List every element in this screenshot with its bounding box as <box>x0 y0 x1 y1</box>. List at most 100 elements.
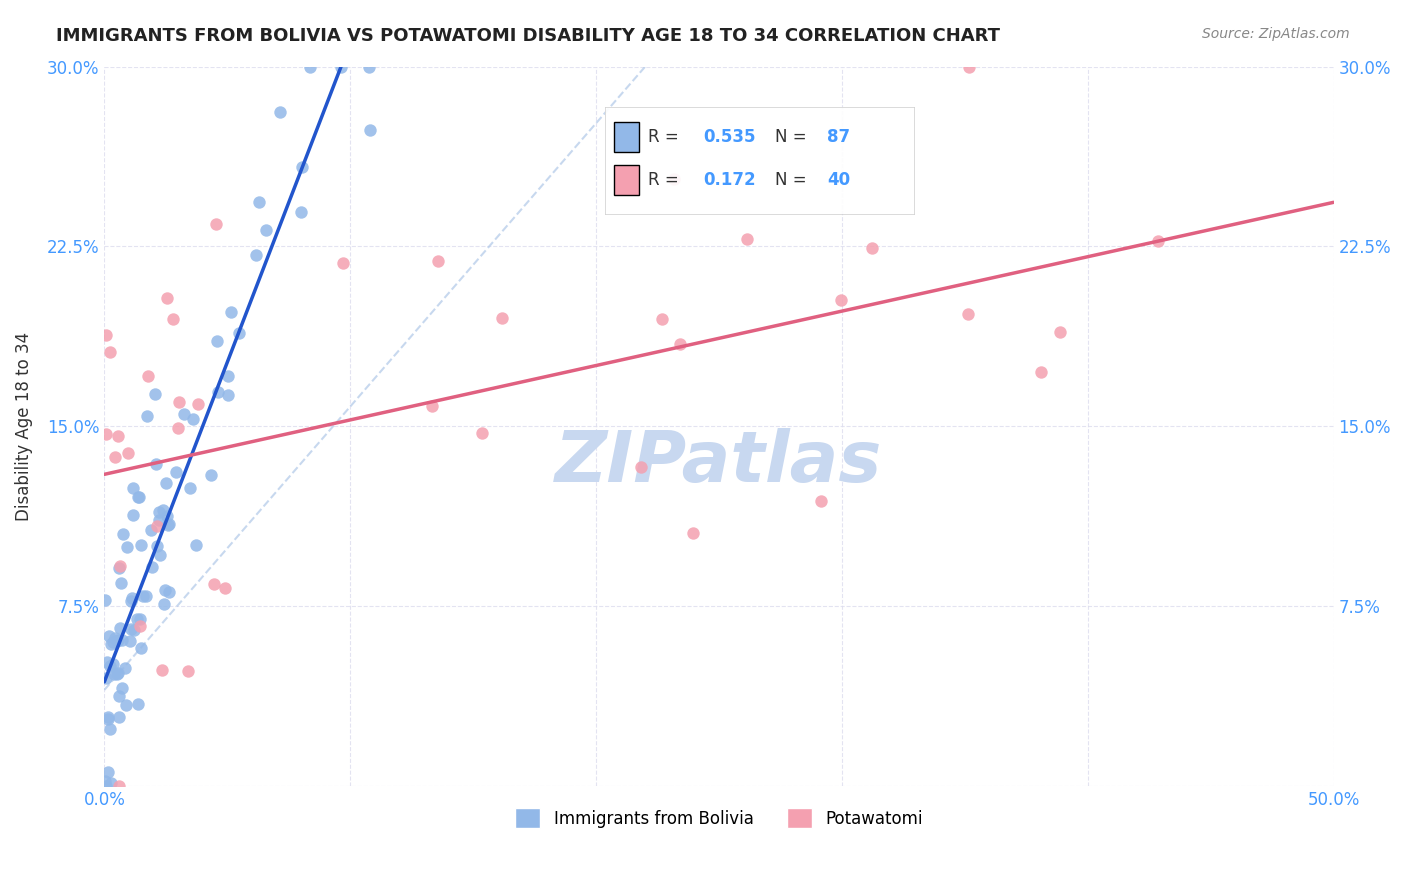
Point <box>96 427 118 442</box>
Y-axis label: Disability Age 18 to 34: Disability Age 18 to 34 <box>15 332 32 521</box>
Text: Source: ZipAtlas.com: Source: ZipAtlas.com <box>1202 27 1350 41</box>
Point <box>135 589 157 603</box>
Point <box>101 634 124 648</box>
Point <box>107 710 129 724</box>
Point <box>105 667 128 681</box>
Point <box>166 421 188 435</box>
Point <box>207 385 229 400</box>
Text: 0.172: 0.172 <box>703 171 756 189</box>
Point <box>100 723 122 737</box>
Point <box>420 400 443 414</box>
Point <box>121 591 143 605</box>
Point <box>217 388 239 402</box>
Point <box>682 525 704 540</box>
Point <box>156 518 179 533</box>
Point <box>956 307 979 321</box>
Point <box>115 698 138 713</box>
Point <box>359 123 381 137</box>
Point <box>96 327 118 342</box>
Point <box>103 667 125 681</box>
Point <box>104 450 127 464</box>
Point <box>110 622 132 636</box>
Point <box>104 631 127 645</box>
Point <box>110 681 132 695</box>
Point <box>186 538 208 552</box>
Point <box>269 104 291 119</box>
Point <box>93 593 115 607</box>
Point <box>101 657 124 672</box>
Point <box>662 172 685 186</box>
Text: R =: R = <box>648 171 683 189</box>
Point <box>159 516 181 531</box>
Point <box>291 160 314 174</box>
Point <box>165 466 187 480</box>
Point <box>630 459 652 474</box>
Text: R =: R = <box>648 128 683 146</box>
Point <box>107 632 129 647</box>
Point <box>122 481 145 495</box>
Point <box>228 326 250 340</box>
Point <box>105 634 128 648</box>
Point <box>94 774 117 789</box>
Point <box>162 312 184 326</box>
Point <box>146 518 169 533</box>
Legend: Immigrants from Bolivia, Potawatomi: Immigrants from Bolivia, Potawatomi <box>509 801 929 835</box>
Text: 40: 40 <box>827 171 851 189</box>
Point <box>152 502 174 516</box>
FancyBboxPatch shape <box>614 122 638 152</box>
Point <box>247 195 270 210</box>
Point <box>129 538 152 552</box>
Point <box>669 337 692 351</box>
Text: 87: 87 <box>827 128 851 146</box>
Point <box>96 655 118 669</box>
Point <box>217 369 239 384</box>
Point <box>426 253 449 268</box>
Point <box>100 345 122 359</box>
Point <box>114 661 136 675</box>
Point <box>100 776 122 790</box>
Point <box>156 509 179 524</box>
Point <box>128 491 150 505</box>
Point <box>145 457 167 471</box>
Point <box>202 576 225 591</box>
Point <box>129 618 152 632</box>
Point <box>187 397 209 411</box>
Point <box>359 60 381 74</box>
Point <box>330 60 353 74</box>
Point <box>108 690 131 704</box>
Point <box>830 293 852 307</box>
Point <box>651 312 673 326</box>
Text: 0.535: 0.535 <box>703 128 756 146</box>
Point <box>115 540 138 554</box>
Point <box>290 205 312 219</box>
Point <box>122 623 145 637</box>
Point <box>254 223 277 237</box>
Point <box>148 505 170 519</box>
Point <box>110 576 132 591</box>
Text: IMMIGRANTS FROM BOLIVIA VS POTAWATOMI DISABILITY AGE 18 TO 34 CORRELATION CHART: IMMIGRANTS FROM BOLIVIA VS POTAWATOMI DI… <box>56 27 1000 45</box>
Point <box>214 581 236 595</box>
Point <box>120 622 142 636</box>
Point <box>1029 365 1052 379</box>
Point <box>155 476 177 491</box>
Point <box>97 710 120 724</box>
Point <box>136 368 159 383</box>
Point <box>127 491 149 505</box>
Point <box>153 597 176 611</box>
Point <box>131 641 153 656</box>
Point <box>205 217 228 231</box>
Point <box>332 255 354 269</box>
Point <box>108 559 131 574</box>
Point <box>111 527 134 541</box>
Point <box>97 712 120 726</box>
Point <box>810 494 832 508</box>
Point <box>1146 234 1168 248</box>
Point <box>471 426 494 441</box>
Point <box>94 779 117 793</box>
Point <box>100 637 122 651</box>
Point <box>107 428 129 442</box>
Point <box>121 508 143 522</box>
Point <box>491 311 513 326</box>
Point <box>957 60 980 74</box>
Point <box>132 590 155 604</box>
